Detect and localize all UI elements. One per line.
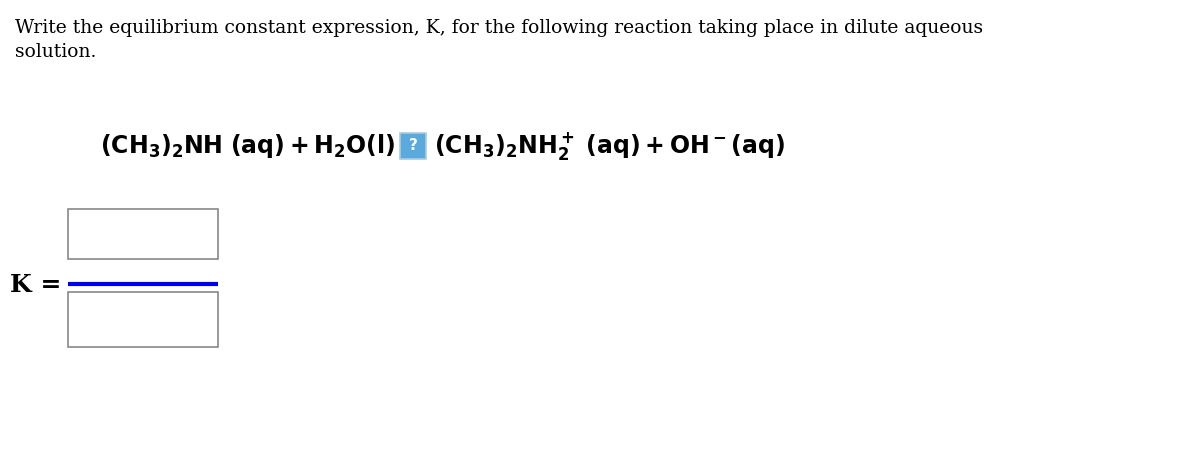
Text: solution.: solution. (14, 43, 96, 61)
Text: $\mathbf{(CH_3)_2NH_2^+}$ $\mathbf{(aq) + OH^-(aq)}$: $\mathbf{(CH_3)_2NH_2^+}$ $\mathbf{(aq) … (434, 130, 785, 162)
FancyBboxPatch shape (400, 134, 426, 160)
Text: ?: ? (408, 138, 418, 153)
Text: $\mathbf{(CH_3)_2NH}$ $\mathbf{(aq) + H_2O(l)}$: $\mathbf{(CH_3)_2NH}$ $\mathbf{(aq) + H_… (100, 131, 396, 160)
FancyBboxPatch shape (68, 210, 218, 259)
Text: Write the equilibrium constant expression, K, for the following reaction taking : Write the equilibrium constant expressio… (14, 19, 983, 37)
FancyBboxPatch shape (68, 293, 218, 347)
Text: K =: K = (10, 273, 61, 296)
